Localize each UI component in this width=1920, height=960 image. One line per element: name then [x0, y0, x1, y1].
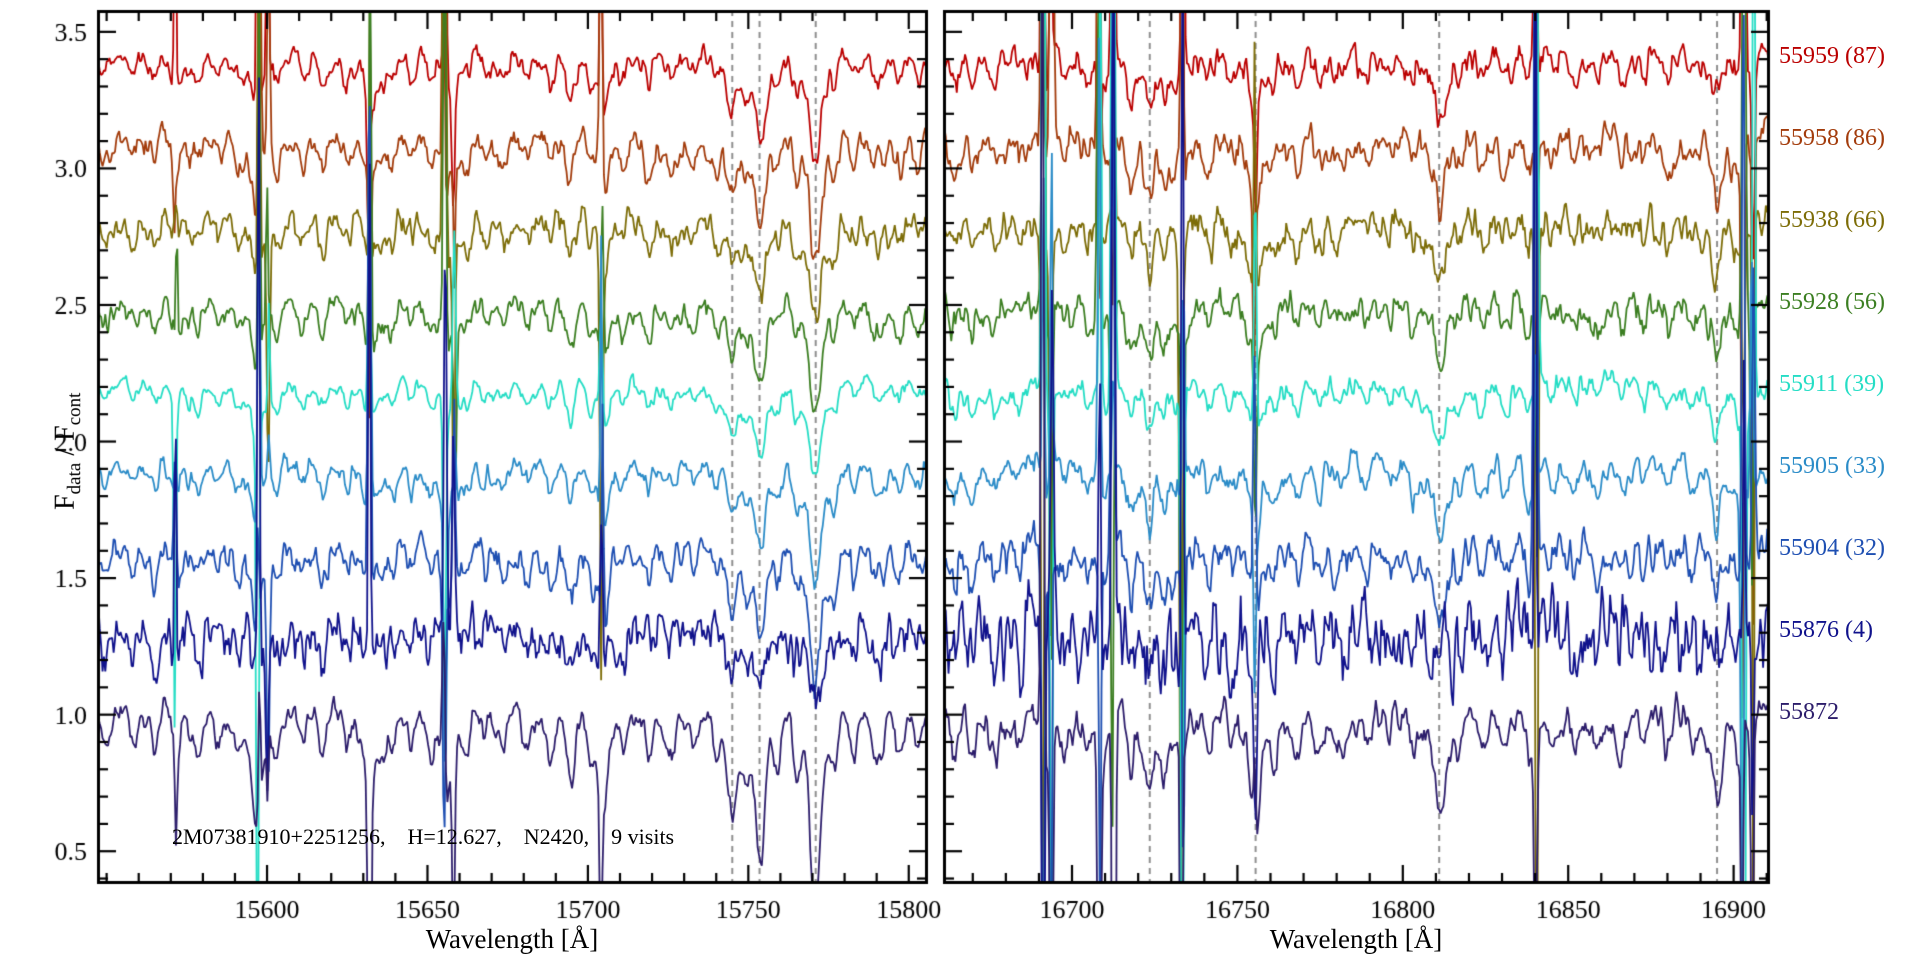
target-annotation: 2M07381910+2251256, H=12.627, N2420, 9 v… — [172, 824, 675, 849]
series-label-55938: 55938 (66) — [1779, 207, 1885, 234]
series-label-55904: 55904 (32) — [1779, 534, 1885, 561]
series-label-55876: 55876 (4) — [1779, 616, 1873, 643]
series-label-55928: 55928 (56) — [1779, 288, 1885, 315]
y-axis-title-sub1: data — [64, 462, 86, 495]
series-label-55959: 55959 (87) — [1779, 43, 1885, 70]
series-label-55905: 55905 (33) — [1779, 452, 1885, 479]
series-label-55911: 55911 (39) — [1779, 370, 1885, 397]
x-axis-title-left: Wavelength [Å] — [425, 924, 599, 954]
y-axis-title-f2: / F — [49, 425, 81, 463]
y-axis-title-sub2: cont — [64, 392, 86, 426]
x-axis-title-right: Wavelength [Å] — [1269, 924, 1443, 954]
y-axis-title-f1: F — [49, 494, 81, 510]
series-label-55958: 55958 (86) — [1779, 125, 1885, 152]
series-label-55872: 55872 — [1779, 698, 1839, 725]
y-axis-title: Fdata / Fcont — [50, 321, 87, 581]
